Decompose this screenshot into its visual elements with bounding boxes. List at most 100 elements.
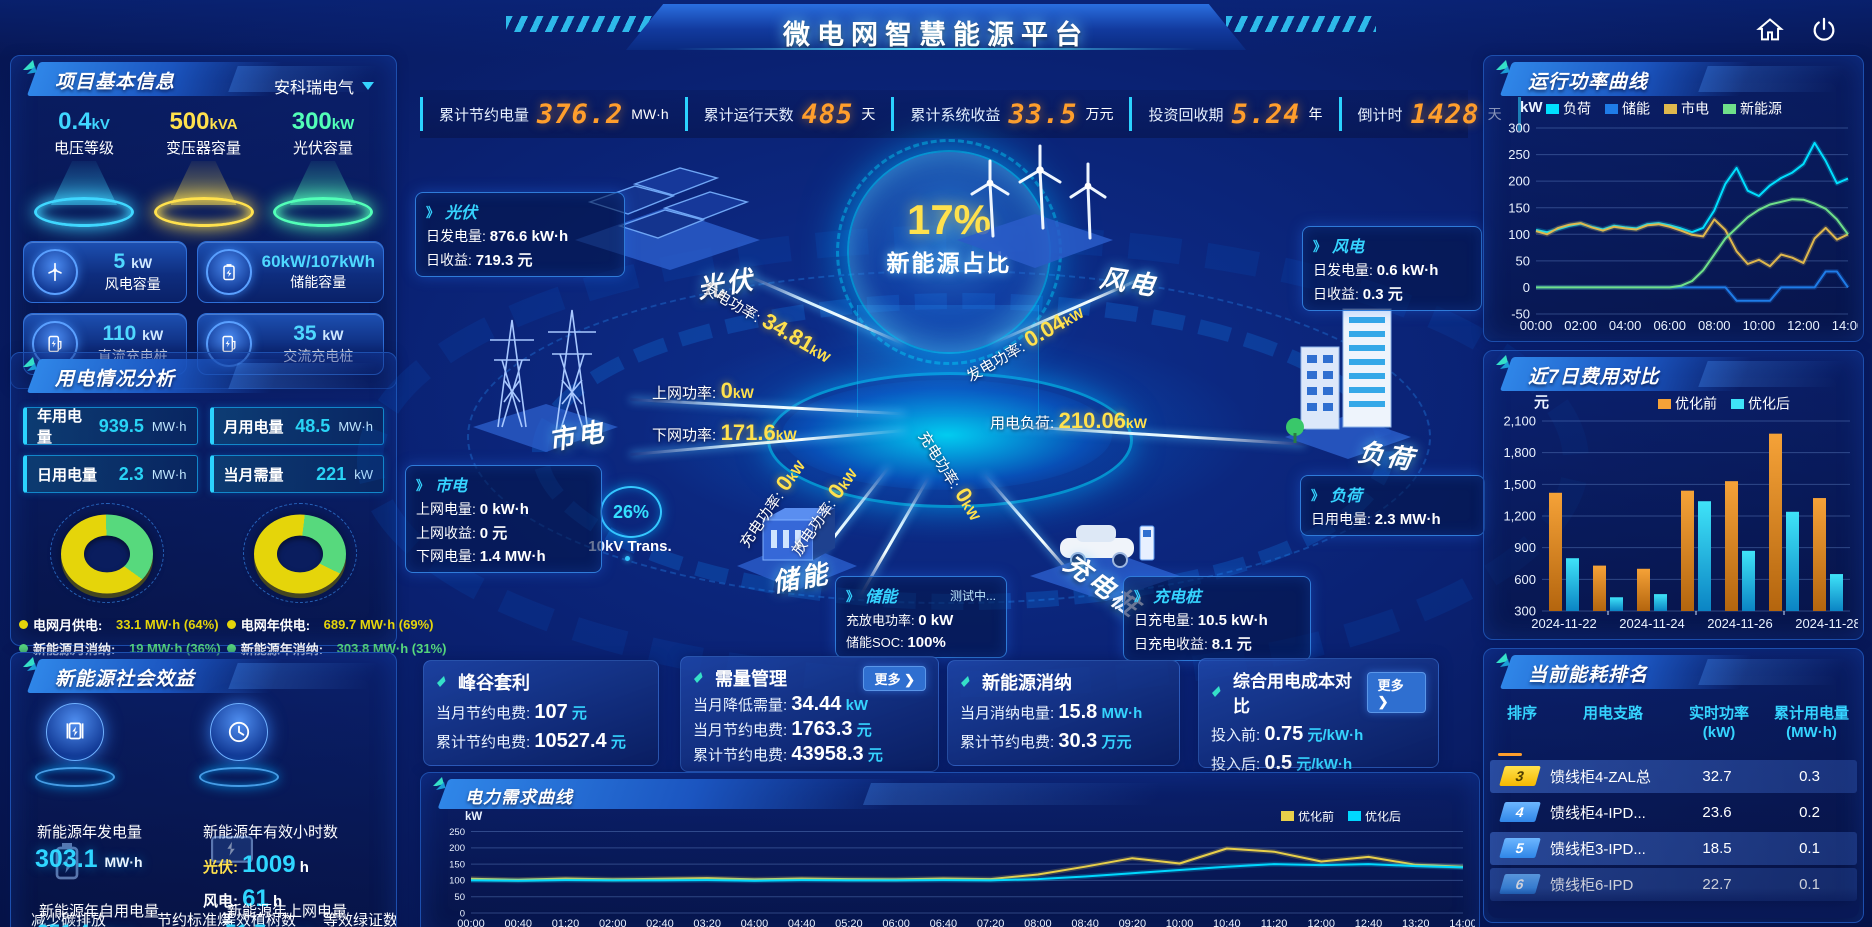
arrow-icon: 》 [416, 477, 430, 493]
ranking-row[interactable]: 4 馈线柜4-IPD... 23.6 0.2 [1490, 796, 1857, 829]
usage-analysis-panel: 用电情况分析 年用电量 939.5 MW·h 月用电量 48.5 MW·h 日用电量 2.… [10, 352, 446, 657]
svg-text:250: 250 [1508, 147, 1530, 162]
svg-text:新能源: 新能源 [1740, 101, 1782, 117]
home-icon[interactable] [1756, 16, 1784, 44]
svg-text:10:00: 10:00 [1166, 918, 1194, 927]
stat-voltage-level: 0.4kV 电压等级 [25, 108, 143, 227]
power-curve-chart: 300 250 200 150 100 50 0 -50 kW 负荷 储能 市电 新能源 00:00 02:… [1508, 99, 1858, 333]
svg-text:2024-11-26: 2024-11-26 [1707, 616, 1773, 631]
svg-text:2,100: 2,100 [1503, 414, 1536, 429]
svg-text:1,800: 1,800 [1503, 445, 1536, 460]
svg-text:03:20: 03:20 [693, 918, 721, 927]
header-deco-left [506, 16, 656, 32]
svg-text:150: 150 [1508, 200, 1530, 215]
cert-label: 等效绿证数 [323, 912, 397, 927]
svg-text:市电: 市电 [1681, 101, 1709, 117]
svg-text:100: 100 [1508, 227, 1530, 242]
storage-node-illustration [735, 478, 860, 601]
flow-grid-export: 上网功率: 0kW [652, 378, 754, 403]
svg-text:12:00: 12:00 [1308, 918, 1336, 927]
svg-text:04:00: 04:00 [1609, 318, 1642, 333]
demand-curve-panel: 电力需求曲线 250 200 150 100 50 0 kW 优化前 优化后 00:00 00:40… [420, 772, 1480, 927]
svg-text:11:20: 11:20 [1261, 918, 1288, 927]
svg-text:01:20: 01:20 [552, 918, 580, 927]
yearly-energy-donut [242, 503, 357, 605]
demand-curve-chart: 250 200 150 100 50 0 kW 优化前 优化后 00:00 00:40 01:20 02… [449, 811, 1475, 927]
svg-text:优化后: 优化后 [1748, 396, 1790, 412]
svg-text:12:40: 12:40 [1355, 918, 1383, 927]
svg-text:08:00: 08:00 [1024, 918, 1052, 927]
rank-badge: 4 [1499, 802, 1541, 822]
svg-text:00:00: 00:00 [457, 918, 485, 927]
svg-text:200: 200 [1508, 174, 1530, 189]
monthly-energy-donut [50, 503, 165, 605]
power-curve-panel: 运行功率曲线 300 250 200 150 100 50 0 -50 kW 负荷 储能 市电 新能源 0… [1483, 55, 1864, 342]
panel-corner-icon [21, 58, 43, 85]
kpi-payback: 投资回收期 5.24 年 [1129, 97, 1338, 131]
svg-text:02:40: 02:40 [646, 918, 674, 927]
svg-text:0: 0 [460, 908, 465, 919]
svg-text:0: 0 [1523, 280, 1530, 295]
gen-label: 新能源年发电量 [37, 824, 143, 841]
rank-badge: 3 [1499, 766, 1541, 786]
load-node-illustration [1283, 295, 1413, 470]
svg-text:06:40: 06:40 [930, 918, 958, 927]
tree-label: 等效植树数 [221, 912, 297, 927]
arrow-icon: 》 [1311, 487, 1325, 503]
ranking-row[interactable]: 6 馈线柜6-IPD 22.7 0.1 [1490, 867, 1857, 901]
panel-title: 运行功率曲线 [1528, 72, 1649, 93]
svg-text:300: 300 [1514, 604, 1536, 619]
grid-node-illustration [468, 292, 623, 462]
wind-info-box: 》风电 日发电量: 0.6 kW·h 日收益: 0.3 元 [1302, 226, 1482, 311]
charging-station-icon [46, 703, 104, 761]
flow-load-power: 用电负荷: 210.06kW [990, 408, 1147, 433]
load-info-box: 》负荷 日用电量: 2.3 MW·h [1300, 475, 1485, 536]
svg-text:14:00: 14:00 [1449, 918, 1475, 927]
pv-info-box: 》光伏 日发电量: 876.6 kW·h 日收益: 719.3 元 [415, 192, 625, 277]
cost-compare-box: 综合用电成本对比 更多 ❯ 投入前: 0.75 元/kW·h 投入后: 0.5 元… [1198, 658, 1439, 774]
svg-text:优化后: 优化后 [1365, 811, 1401, 824]
more-button[interactable]: 更多 ❯ [863, 665, 926, 691]
svg-text:2024-11-24: 2024-11-24 [1619, 616, 1685, 631]
ranking-row[interactable]: 3 馈线柜4-ZAL总 32.7 0.3 [1490, 759, 1857, 793]
battery-icon [47, 839, 87, 892]
stat-month-usage: 月用电量 48.5 MW·h [209, 407, 384, 445]
svg-text:负荷: 负荷 [1563, 101, 1591, 117]
svg-text:900: 900 [1514, 540, 1536, 555]
stat-wind-capacity: 5 kW 风电容量 [23, 241, 187, 303]
svg-text:50: 50 [1516, 253, 1530, 268]
social-benefit-panel: 新能源社会效益 新能源年发电量 303.1 MW·h 新能源年有效小时数 光伏:… [10, 652, 397, 927]
svg-text:200: 200 [449, 843, 465, 854]
svg-text:优化前: 优化前 [1298, 811, 1334, 824]
flag-icon [694, 672, 703, 683]
legend-dot [19, 620, 28, 629]
svg-text:元: 元 [1534, 395, 1549, 411]
rank-badge: 6 [1499, 874, 1541, 894]
kpi-run-days: 累计运行天数 485 天 [684, 97, 892, 131]
wind-hours: 风电: 61 h [203, 885, 283, 912]
svg-text:06:00: 06:00 [882, 918, 910, 927]
transformer-dot [625, 556, 630, 561]
co2-label: 减少碳排放 [31, 912, 107, 927]
svg-text:10:40: 10:40 [1213, 918, 1241, 927]
panel-icon [209, 833, 255, 874]
clock-icon [210, 703, 268, 761]
more-button[interactable]: 更多 ❯ [1366, 671, 1426, 713]
company-select[interactable]: 安科瑞电气 [274, 74, 374, 98]
panel-title: 近7日费用对比 [1528, 367, 1660, 388]
stat-month-demand: 当月需量 221 kW [209, 455, 384, 493]
svg-text:04:00: 04:00 [741, 918, 769, 927]
cost-compare-panel: 近7日费用对比 2,100 1,800 1,500 1,200 900 600 300 元 优化… [1483, 350, 1864, 640]
svg-text:600: 600 [1514, 572, 1536, 587]
svg-text:00:00: 00:00 [1520, 318, 1553, 333]
arrow-icon: 》 [1313, 238, 1327, 254]
self-use-value: 251.4 MW·h [37, 921, 134, 927]
power-icon[interactable] [1810, 16, 1838, 44]
project-info-panel: 项目基本信息 安科瑞电气 0.4kV 电压等级 500kVA 变压器容量 300… [10, 55, 397, 389]
svg-text:10:00: 10:00 [1743, 318, 1776, 333]
svg-text:-50: -50 [1511, 307, 1530, 322]
rank-badge: 5 [1499, 838, 1541, 858]
ranking-row[interactable]: 5 馈线柜3-IPD... 18.5 0.1 [1490, 831, 1857, 865]
arrow-icon: 》 [426, 204, 440, 220]
